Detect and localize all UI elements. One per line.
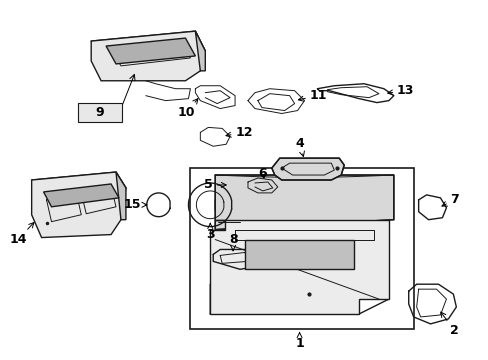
- Text: 9: 9: [96, 106, 104, 119]
- Text: 12: 12: [225, 126, 252, 139]
- Text: 15: 15: [123, 198, 146, 211]
- Polygon shape: [195, 31, 205, 71]
- Text: 13: 13: [387, 84, 413, 97]
- Polygon shape: [91, 31, 205, 61]
- FancyBboxPatch shape: [78, 103, 122, 122]
- Text: 3: 3: [205, 224, 214, 241]
- Polygon shape: [106, 38, 195, 64]
- Polygon shape: [215, 175, 393, 230]
- Polygon shape: [32, 172, 126, 196]
- Polygon shape: [116, 172, 126, 220]
- Polygon shape: [244, 239, 353, 269]
- Bar: [190, 168, 413, 329]
- Text: 2: 2: [440, 312, 458, 337]
- Polygon shape: [32, 172, 126, 238]
- Text: 10: 10: [178, 99, 198, 119]
- Polygon shape: [210, 220, 388, 314]
- Text: 6: 6: [258, 167, 266, 180]
- Text: 1: 1: [295, 333, 304, 350]
- Polygon shape: [43, 184, 119, 207]
- Polygon shape: [271, 158, 344, 180]
- Text: 14: 14: [9, 222, 34, 246]
- Polygon shape: [91, 31, 205, 81]
- Text: 5: 5: [204, 179, 226, 192]
- Text: 11: 11: [298, 89, 326, 102]
- Text: 4: 4: [295, 137, 304, 157]
- Text: 7: 7: [441, 193, 458, 206]
- Text: 8: 8: [228, 233, 237, 251]
